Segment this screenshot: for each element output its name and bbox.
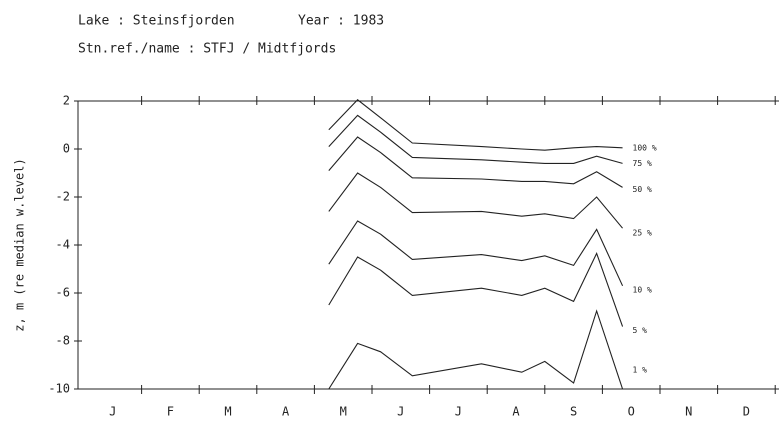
percentile-line [328,220,624,287]
y-tick-label: -4 [56,238,70,252]
series-label: 100 % [633,143,657,152]
y-tick-label: -10 [48,382,70,396]
percentile-line [328,309,624,390]
x-tick-label: J [109,405,116,419]
header-year: Year : 1983 [298,14,384,29]
x-tick-label: O [628,405,635,419]
x-tick-label: A [512,405,520,419]
x-tick-label: S [570,405,577,419]
series-label: 5 % [633,326,648,335]
y-tick-label: 2 [63,94,70,108]
series-label: 10 % [633,285,652,294]
x-tick-label: A [282,405,290,419]
y-tick-label: -8 [56,334,70,348]
x-tick-label: J [455,405,462,419]
series-label: 50 % [633,185,652,194]
series-label: 75 % [633,159,652,168]
x-tick-label: N [685,405,692,419]
x-tick-label: M [224,405,231,419]
x-tick-label: D [743,405,750,419]
y-tick-label: -2 [56,190,70,204]
percentile-line [328,99,623,151]
header-lake: Lake : Steinsfjorden [78,14,235,29]
y-tick-label: -6 [56,286,70,300]
series-label: 25 % [633,229,652,238]
header-station: Stn.ref./name : STFJ / Midtfjords [78,42,336,57]
percentile-line [328,251,624,327]
percentile-line [328,172,623,229]
series-label: 1 % [633,366,648,375]
x-tick-label: F [167,405,174,419]
y-axis-label: z, m (re median w.level) [13,158,27,331]
percentile-line [328,114,623,164]
percentile-line [328,136,623,188]
x-tick-label: J [397,405,404,419]
y-tick-label: 0 [63,142,70,156]
x-tick-label: M [340,405,347,419]
